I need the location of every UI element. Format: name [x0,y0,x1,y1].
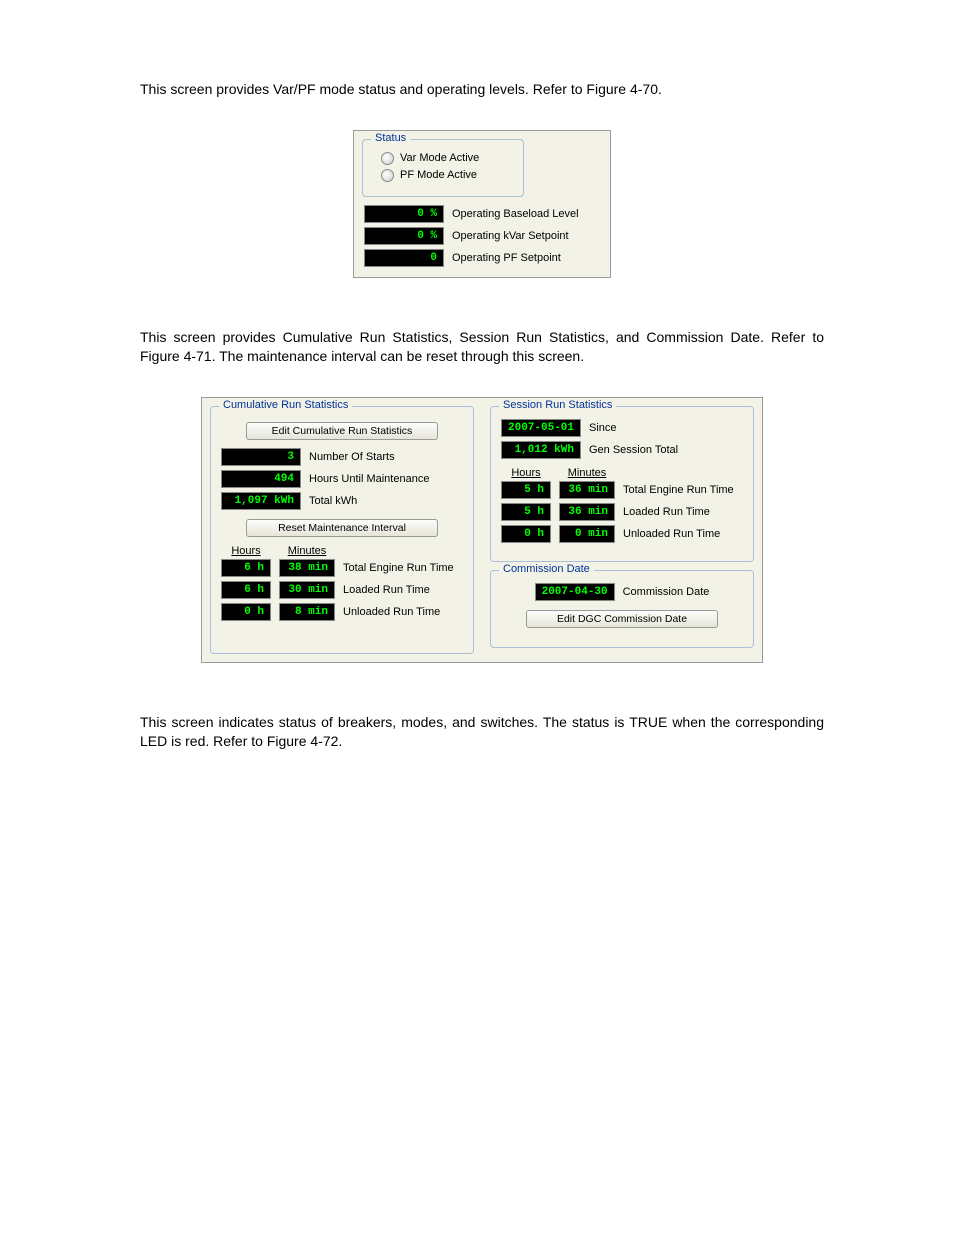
commission-fieldset: Commission Date 2007-04-30 Commission Da… [490,570,754,648]
status-legend: Status [371,132,410,144]
readout-row: 0 % Operating kVar Setpoint [364,227,600,245]
readout-row: 1,097 kWh Total kWh [221,492,463,510]
status-readouts: 0 % Operating Baseload Level 0 % Operati… [364,205,600,267]
readout-row: 0 Operating PF Setpoint [364,249,600,267]
readout-label: Unloaded Run Time [623,528,720,540]
status-panel: Status Var Mode Active PF Mode Active 0 … [353,130,611,278]
readout-row: 3 Number Of Starts [221,448,463,466]
stats-panel: Cumulative Run Statistics Edit Cumulativ… [201,397,763,663]
readout-label: Operating kVar Setpoint [452,230,569,242]
hours-header: Hours [221,545,271,557]
readout-row: 0 h 8 min Unloaded Run Time [221,603,463,621]
readout-hours: 5 h [501,503,551,521]
readout-label: Loaded Run Time [343,584,430,596]
readout-label: Unloaded Run Time [343,606,440,618]
readout-hours: 0 h [501,525,551,543]
status-panel-wrap: Status Var Mode Active PF Mode Active 0 … [140,130,824,278]
radio-icon [381,169,394,182]
readout-value: 2007-05-01 [501,419,581,437]
readout-value: 0 % [364,205,444,223]
minutes-header: Minutes [279,545,335,557]
readout-row: 5 h 36 min Total Engine Run Time [501,481,743,499]
stats-columns: Cumulative Run Statistics Edit Cumulativ… [202,398,762,662]
readout-label: Number Of Starts [309,451,395,463]
readout-value: 0 [364,249,444,267]
readout-minutes: 36 min [559,481,615,499]
cumulative-legend: Cumulative Run Statistics [219,399,352,411]
readout-row: 6 h 38 min Total Engine Run Time [221,559,463,577]
readout-hours: 5 h [501,481,551,499]
readout-value: 0 % [364,227,444,245]
cumulative-header: Hours Minutes [221,545,463,557]
pf-mode-label: PF Mode Active [400,169,477,181]
pf-mode-row[interactable]: PF Mode Active [381,169,513,182]
commission-date-label: Commission Date [623,586,710,598]
readout-label: Hours Until Maintenance [309,473,429,485]
session-header: Hours Minutes [501,467,743,479]
readout-label: Operating PF Setpoint [452,252,561,264]
stats-panel-wrap: Cumulative Run Statistics Edit Cumulativ… [140,397,824,663]
readout-hours: 6 h [221,559,271,577]
session-fieldset: Session Run Statistics 2007-05-01 Since … [490,406,754,562]
readout-minutes: 36 min [559,503,615,521]
readout-minutes: 8 min [279,603,335,621]
readout-value: 3 [221,448,301,466]
hours-header: Hours [501,467,551,479]
cumulative-col: Cumulative Run Statistics Edit Cumulativ… [202,398,482,662]
readout-value: 1,012 kWh [501,441,581,459]
readout-row: 494 Hours Until Maintenance [221,470,463,488]
readout-row: 6 h 30 min Loaded Run Time [221,581,463,599]
edit-cumulative-button[interactable]: Edit Cumulative Run Statistics [246,422,438,440]
readout-label: Total Engine Run Time [343,562,454,574]
paragraph-3: This screen indicates status of breakers… [140,713,824,752]
readout-value: 1,097 kWh [221,492,301,510]
readout-hours: 6 h [221,581,271,599]
readout-minutes: 30 min [279,581,335,599]
readout-label: Total kWh [309,495,357,507]
commission-legend: Commission Date [499,563,594,575]
readout-minutes: 38 min [279,559,335,577]
readout-row: 2007-05-01 Since [501,419,743,437]
readout-label: Operating Baseload Level [452,208,579,220]
readout-label: Since [589,422,617,434]
readout-row: 2007-04-30 Commission Date [501,583,743,601]
paragraph-1: This screen provides Var/PF mode status … [140,80,824,100]
readout-value: 494 [221,470,301,488]
page: This screen provides Var/PF mode status … [0,0,954,842]
var-mode-row[interactable]: Var Mode Active [381,152,513,165]
readout-hours: 0 h [221,603,271,621]
readout-label: Total Engine Run Time [623,484,734,496]
readout-minutes: 0 min [559,525,615,543]
readout-row: 1,012 kWh Gen Session Total [501,441,743,459]
session-legend: Session Run Statistics [499,399,616,411]
readout-row: 5 h 36 min Loaded Run Time [501,503,743,521]
status-fieldset: Status Var Mode Active PF Mode Active [362,139,524,197]
cumulative-fieldset: Cumulative Run Statistics Edit Cumulativ… [210,406,474,654]
minutes-header: Minutes [559,467,615,479]
paragraph-2: This screen provides Cumulative Run Stat… [140,328,824,367]
edit-commission-date-button[interactable]: Edit DGC Commission Date [526,610,718,628]
commission-date-value: 2007-04-30 [535,583,615,601]
reset-maintenance-button[interactable]: Reset Maintenance Interval [246,519,438,537]
radio-icon [381,152,394,165]
var-mode-label: Var Mode Active [400,152,479,164]
readout-row: 0 h 0 min Unloaded Run Time [501,525,743,543]
readout-label: Loaded Run Time [623,506,710,518]
readout-label: Gen Session Total [589,444,678,456]
readout-row: 0 % Operating Baseload Level [364,205,600,223]
session-col: Session Run Statistics 2007-05-01 Since … [482,398,762,662]
